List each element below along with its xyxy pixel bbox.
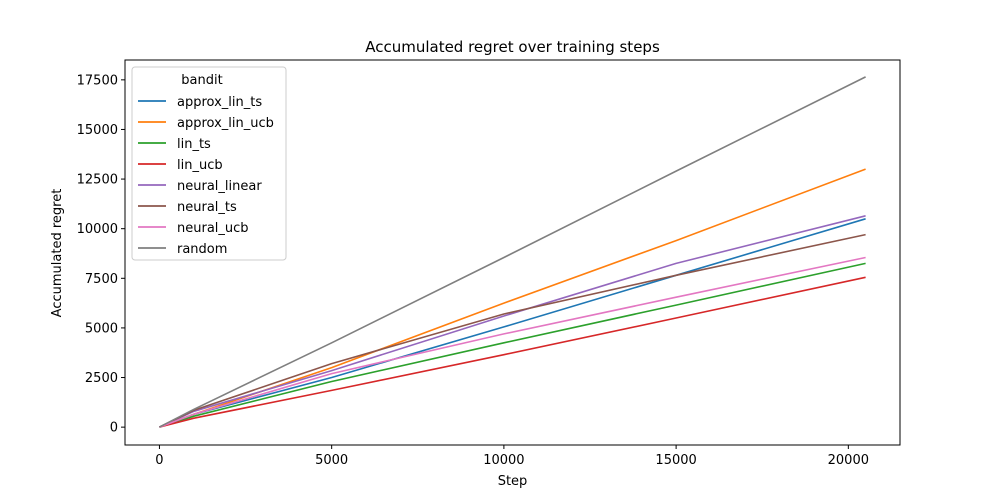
x-tick-label: 5000	[315, 453, 348, 468]
legend-label-neural_linear: neural_linear	[177, 179, 262, 194]
legend-box	[131, 66, 287, 261]
x-tick-label: 15000	[655, 453, 696, 468]
y-tick-label: 0	[110, 421, 118, 436]
x-tick-label: 20000	[828, 453, 869, 468]
y-tick-label: 15000	[77, 123, 118, 138]
plot-frame	[124, 59, 901, 446]
legend-label-lin_ucb: lin_ucb	[177, 158, 223, 173]
series-line-random	[159, 76, 866, 428]
x-tick-label: 10000	[483, 453, 524, 468]
x-axis-label: Step	[498, 474, 528, 489]
plot-lines	[159, 76, 866, 428]
legend: bandit approx_lin_ts approx_lin_ucb lin_tsl…	[131, 66, 287, 261]
chart-title: Accumulated regret over training steps	[365, 38, 660, 56]
legend-label-neural_ts: neural_ts	[177, 200, 237, 215]
legend-title: bandit	[181, 73, 222, 88]
legend-label-approx_lin_ucb: approx_lin_ucb	[177, 116, 274, 131]
axes: 0 5000 10000 15000 20000 0 2500 5000 7500 10000 12…	[77, 59, 901, 468]
series-line-lin_ucb	[159, 276, 866, 428]
legend-label-lin_ts: lin_ts	[177, 137, 211, 152]
legend-label-approx_lin_ts: approx_lin_ts	[177, 95, 262, 110]
series-line-neural_ucb	[159, 256, 866, 428]
y-tick-label: 17500	[77, 73, 118, 88]
y-axis-label: Accumulated regret	[50, 189, 65, 318]
legend-label-random: random	[177, 242, 227, 257]
series-line-lin_ts	[159, 262, 866, 428]
y-tick-label: 7500	[85, 272, 118, 287]
legend-label-neural_ucb: neural_ucb	[177, 221, 249, 236]
y-tick-label: 2500	[85, 371, 118, 386]
y-tick-label: 12500	[77, 173, 118, 188]
y-tick-label: 5000	[85, 321, 118, 336]
x-tick-label: 0	[155, 453, 163, 468]
y-tick-label: 10000	[77, 222, 118, 237]
